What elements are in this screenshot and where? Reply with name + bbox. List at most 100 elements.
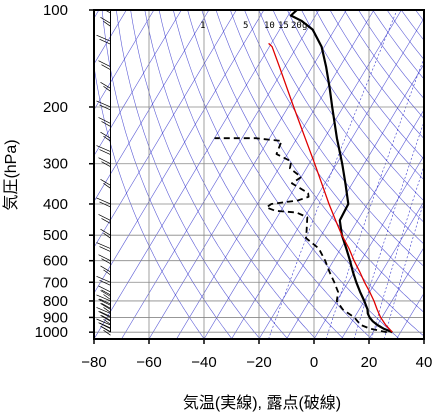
dry-adiabat-line [415, 10, 424, 22]
y-axis-label: 気圧(hPa) [2, 139, 20, 210]
wind-barb [103, 269, 111, 276]
wind-barb [100, 303, 111, 310]
x-tick-label: −40 [191, 354, 216, 371]
y-tick-label: 300 [43, 156, 68, 173]
y-tick-label: 600 [43, 253, 68, 270]
y-tick-label: 500 [43, 227, 68, 244]
wind-barb [98, 311, 111, 318]
isotherm-line [94, 10, 292, 339]
wind-barb [101, 289, 111, 296]
dry-adiabat-line [187, 10, 400, 339]
mixing-ratio-line [383, 200, 424, 339]
wind-barb [96, 242, 111, 249]
mixing-ratio-label: 20 [291, 21, 302, 31]
grid [94, 10, 424, 339]
wind-barb [103, 182, 111, 189]
mixing-ratio-label: 1 [200, 21, 205, 31]
isotherm-line [396, 292, 424, 339]
dry-adiabat-line [430, 10, 435, 339]
series-layer [214, 10, 393, 334]
dry-adiabat-line [287, 10, 424, 202]
y-tick-label: 100 [43, 2, 68, 19]
wind-barb [101, 161, 111, 168]
isotherm-line [94, 10, 155, 111]
x-tick-label: 20 [361, 354, 378, 371]
wind-barb [100, 178, 111, 186]
wind-barb [103, 21, 111, 27]
wind-barb [100, 265, 111, 273]
wind-barb [103, 86, 111, 92]
wind-barb [99, 201, 111, 208]
dry-adiabat-line [158, 10, 344, 339]
isotherm-line [176, 10, 375, 339]
dry-adiabat-line [372, 10, 424, 80]
wind-barb [99, 38, 111, 45]
isotherm-line [368, 246, 424, 339]
wind-barb [96, 197, 111, 205]
x-tick-label: 0 [310, 354, 318, 371]
wind-barb [99, 298, 111, 305]
x-axis-label: 気温(実線), 露点(破線) [183, 394, 341, 412]
wind-barb [98, 117, 111, 124]
y-tick-label: 1000 [35, 324, 68, 341]
x-tick-label: 40 [416, 354, 433, 371]
wind-barb [99, 311, 111, 317]
dry-adiabat-line [230, 10, 424, 290]
dry-adiabat-line [386, 10, 424, 61]
isotherm-line [203, 10, 402, 339]
dewpoint-line [214, 137, 387, 334]
wind-barb [101, 302, 111, 309]
wind-barb [100, 131, 111, 139]
wind-barb [99, 246, 111, 252]
wind-barb [101, 121, 111, 127]
wind-barb [103, 135, 111, 142]
dry-adiabat-line [315, 10, 424, 160]
mixing-ratio-label: 15 [278, 21, 289, 31]
wind-barb [100, 290, 111, 297]
y-tick-label: 400 [43, 196, 68, 213]
mixing-ratio-labels: 1 5 10 15 20 g [200, 21, 307, 31]
wind-barb [96, 34, 111, 42]
wind-barb [103, 329, 111, 336]
y-tick-label: 900 [43, 309, 68, 326]
wind-barb [101, 64, 111, 71]
dry-adiabat-line [173, 10, 372, 339]
wind-barb [100, 17, 111, 24]
isotherm-line [94, 10, 237, 248]
parcel-line [268, 42, 393, 333]
x-tick-label: −80 [81, 354, 106, 371]
mixing-ratio-line [353, 120, 424, 339]
isotherm-line [423, 338, 424, 339]
mixing-ratio-label: 5 [243, 21, 248, 31]
isotherm-line [94, 10, 265, 294]
dry-adiabat-line [244, 10, 424, 267]
wind-barb [96, 100, 111, 108]
wind-barb [99, 149, 111, 155]
wind-barb [96, 275, 111, 283]
wind-barb [103, 318, 111, 325]
wind-barb [100, 228, 111, 236]
wind-barb [101, 315, 111, 321]
x-tick-label: −20 [246, 354, 271, 371]
wind-barb [101, 326, 111, 332]
wind-barb [96, 307, 111, 314]
dry-adiabat-line [101, 10, 233, 339]
isotherm-line [258, 63, 424, 339]
wind-barb [100, 314, 111, 322]
dry-adiabat-line [272, 10, 424, 223]
wind-barb [100, 82, 111, 89]
isotherm-line [313, 155, 424, 339]
isotherm-line [94, 10, 182, 157]
dry-adiabat-line [116, 10, 261, 339]
dry-adiabat-line [130, 10, 289, 339]
wind-barb [98, 285, 111, 293]
isotherm-line [286, 109, 424, 339]
dry-adiabat-line [301, 10, 424, 181]
wind-barb [96, 145, 111, 152]
wind-barb [103, 232, 111, 239]
mixing-ratio-line [371, 164, 424, 339]
mixing-ratio-label: 10 [264, 21, 275, 31]
wind-barb [96, 294, 111, 302]
